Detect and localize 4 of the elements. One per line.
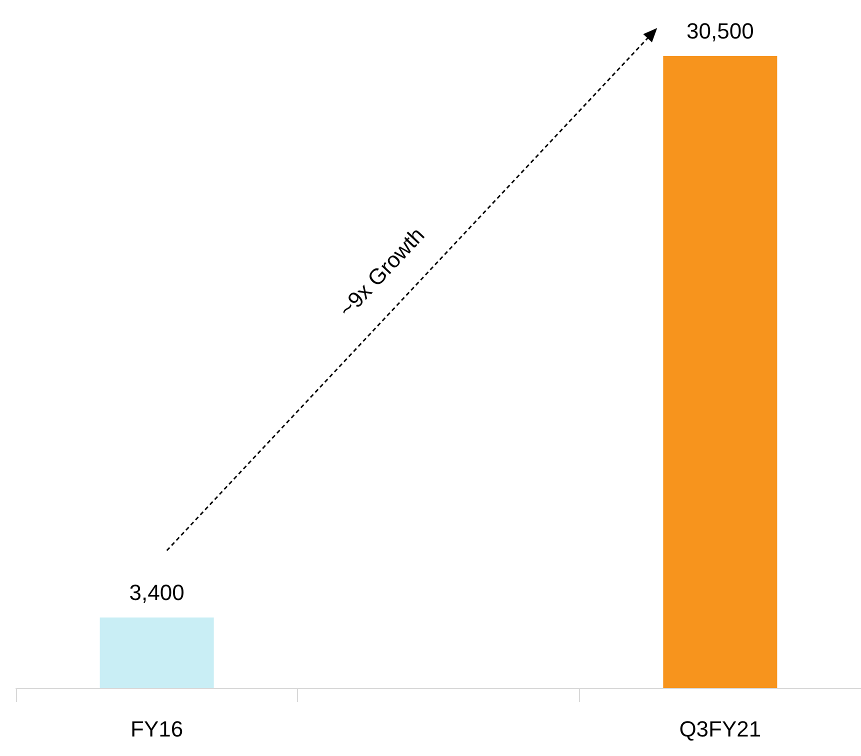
x-tick-label: Q3FY21	[679, 716, 762, 742]
data-label: 30,500	[686, 18, 754, 44]
data-label: 3,400	[129, 580, 184, 606]
x-tick-label: FY16	[130, 716, 184, 742]
